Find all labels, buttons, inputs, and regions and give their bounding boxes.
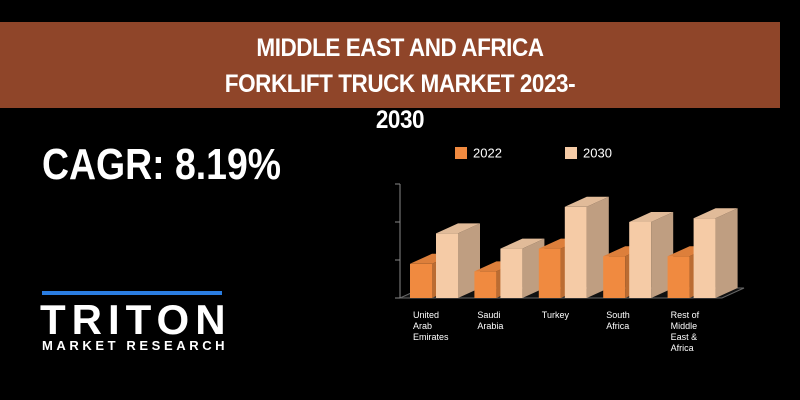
legend-label: 2022 [473, 145, 502, 160]
bar-top [436, 223, 480, 234]
page-title: MIDDLE EAST AND AFRICA FORKLIFT TRUCK MA… [224, 34, 576, 134]
logo-accent [42, 291, 222, 295]
legend-swatch [455, 147, 467, 159]
bar [693, 218, 716, 298]
x-tick-label: South Africa [606, 310, 630, 331]
x-tick-label: United Arab Emirates [413, 310, 449, 342]
bar [667, 256, 690, 298]
cagr: CAGR: 8.19% [42, 140, 282, 189]
legend-label: 2030 [583, 145, 612, 160]
bar [538, 248, 561, 298]
legend-swatch [565, 147, 577, 159]
bar-side [715, 208, 738, 298]
bar [629, 222, 652, 298]
bar-top [629, 212, 674, 222]
bar [564, 206, 587, 298]
x-tick-label: Turkey [541, 310, 569, 320]
bar-top [693, 208, 738, 219]
logo-name: TRITON [40, 296, 232, 343]
bar [603, 256, 626, 298]
bar [410, 263, 432, 298]
logo-tagline: MARKET RESEARCH [42, 338, 229, 353]
bar-top [500, 238, 545, 249]
banner [0, 22, 780, 108]
x-tick-label: Rest of Middle East & Africa [670, 310, 700, 353]
bar-top [564, 196, 609, 207]
bar [500, 248, 523, 298]
bar [436, 233, 458, 298]
bar [474, 271, 497, 298]
x-tick-label: Saudi Arabia [477, 310, 504, 331]
